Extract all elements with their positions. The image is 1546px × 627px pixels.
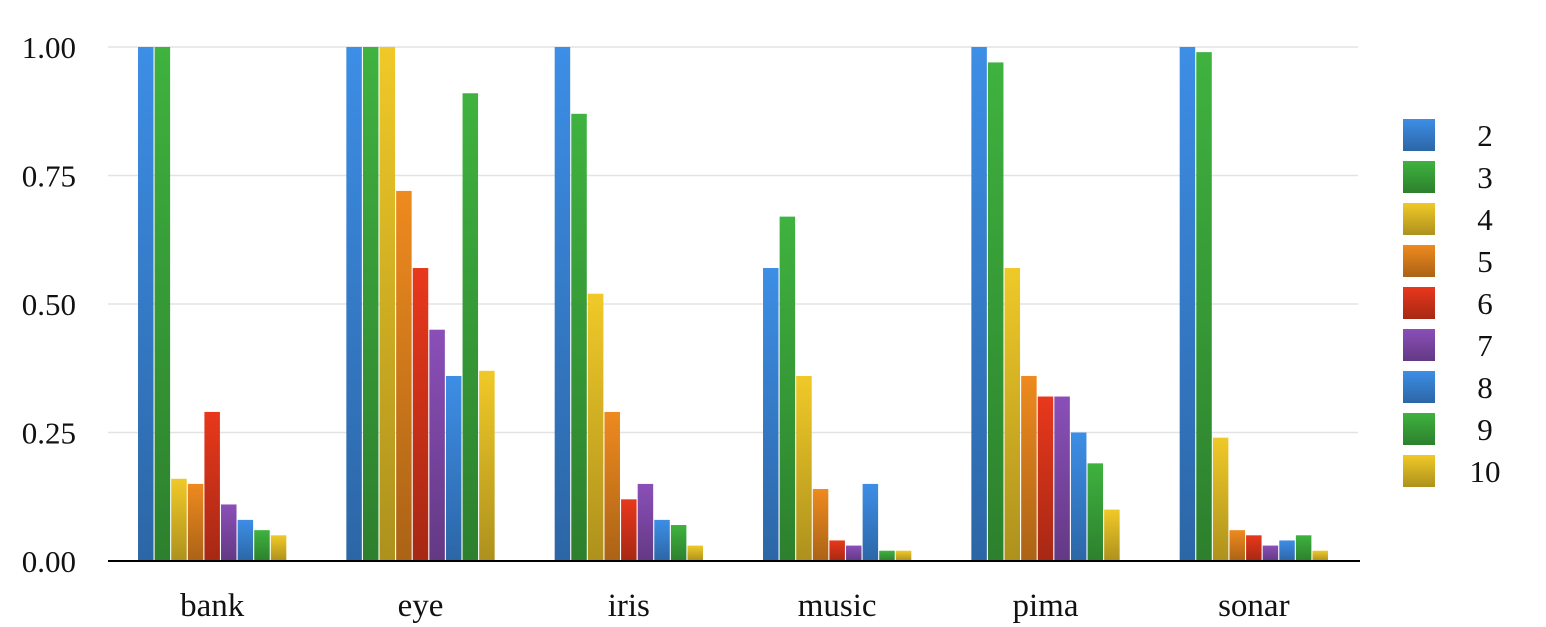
x-category-label: eye	[398, 588, 444, 624]
bar-bank-8	[237, 519, 254, 561]
bar-sonar-5	[1229, 530, 1245, 561]
bar-eye-8	[445, 375, 462, 561]
bar-iris-4	[587, 293, 604, 561]
bar-sonar-2	[1179, 47, 1196, 561]
bar-sonar-3	[1196, 52, 1212, 561]
bar-iris-6	[621, 499, 637, 561]
x-category-label: sonar	[1218, 588, 1289, 624]
y-tick-label: 0.00	[22, 544, 76, 579]
bar-pima-7	[1054, 396, 1070, 561]
bar-bank-2	[138, 47, 154, 561]
x-category-label: pima	[1013, 588, 1079, 624]
legend-swatch	[1403, 413, 1435, 445]
bar-iris-7	[637, 483, 654, 561]
bar-iris-2	[554, 47, 571, 561]
bar-iris-5	[604, 411, 620, 561]
bar-sonar-9	[1295, 535, 1312, 561]
legend-swatch	[1403, 203, 1435, 235]
legend-swatch	[1403, 161, 1435, 193]
bar-sonar-10	[1312, 550, 1328, 561]
bar-iris-10	[687, 545, 703, 561]
bar-music-8	[862, 483, 879, 561]
bar-sonar-8	[1279, 540, 1295, 561]
y-tick-label: 0.25	[22, 416, 76, 451]
bar-pima-10	[1104, 509, 1120, 561]
x-category-label: bank	[180, 588, 245, 624]
bar-eye-2	[346, 47, 362, 561]
bar-bank-5	[187, 483, 204, 561]
bar-pima-6	[1037, 396, 1054, 561]
legend-label: 9	[1477, 412, 1493, 447]
legend-label: 4	[1477, 202, 1493, 237]
legend-label: 8	[1477, 370, 1493, 405]
bar-bank-9	[254, 530, 270, 561]
y-axis-ticks: 0.00 0.25 0.50 0.75 1.00	[22, 30, 76, 579]
y-tick-label: 1.00	[22, 30, 76, 65]
legend-swatch	[1403, 245, 1435, 277]
bar-music-6	[829, 540, 845, 561]
bar-music-2	[763, 268, 779, 561]
bar-eye-7	[429, 329, 445, 561]
bar-pima-2	[971, 47, 987, 561]
bar-iris-3	[571, 113, 587, 561]
bar-eye-6	[412, 268, 429, 561]
bar-sonar-6	[1246, 535, 1262, 561]
y-tick-label: 0.50	[22, 287, 76, 322]
bar-eye-10	[479, 370, 495, 561]
bar-eye-3	[362, 47, 379, 561]
bar-music-7	[846, 545, 862, 561]
x-category-label: iris	[608, 588, 650, 624]
bar-pima-9	[1087, 463, 1104, 561]
bar-pima-5	[1021, 375, 1037, 561]
y-tick-label: 0.75	[22, 159, 76, 194]
legend-swatch	[1403, 287, 1435, 319]
bar-sonar-4	[1212, 437, 1229, 561]
bar-eye-9	[462, 93, 479, 561]
bar-eye-4	[379, 47, 396, 561]
legend-swatch	[1403, 455, 1435, 487]
bar-bank-6	[204, 411, 220, 561]
legend-label: 7	[1477, 328, 1493, 363]
bar-iris-9	[670, 525, 687, 561]
bars	[138, 47, 1328, 562]
legend-label: 6	[1477, 286, 1493, 321]
legend-label: 3	[1477, 160, 1493, 195]
x-axis-categories: bank eye iris music pima sonar	[180, 588, 1289, 624]
bar-bank-3	[154, 47, 171, 561]
bar-bank-7	[221, 504, 237, 561]
legend-swatch	[1403, 329, 1435, 361]
bar-sonar-7	[1262, 545, 1279, 561]
bar-bank-10	[270, 535, 287, 561]
bar-music-10	[895, 550, 912, 561]
bar-bank-4	[171, 478, 187, 561]
bar-music-3	[779, 216, 796, 561]
gridlines	[108, 46, 1358, 434]
legend: 2 3 4 5 6 7 8 9 10	[1403, 118, 1501, 489]
bar-eye-5	[396, 190, 412, 562]
bar-music-9	[879, 550, 895, 561]
bar-pima-4	[1004, 268, 1021, 561]
bar-iris-8	[654, 519, 670, 561]
x-category-label: music	[798, 588, 877, 624]
legend-swatch	[1403, 371, 1435, 403]
bar-music-4	[796, 375, 812, 561]
bar-pima-3	[987, 62, 1004, 562]
bar-pima-8	[1070, 432, 1087, 561]
bar-music-5	[812, 489, 829, 561]
legend-label: 5	[1477, 244, 1493, 279]
legend-swatch	[1403, 119, 1435, 151]
legend-label: 2	[1477, 118, 1493, 153]
legend-label: 10	[1470, 454, 1501, 489]
